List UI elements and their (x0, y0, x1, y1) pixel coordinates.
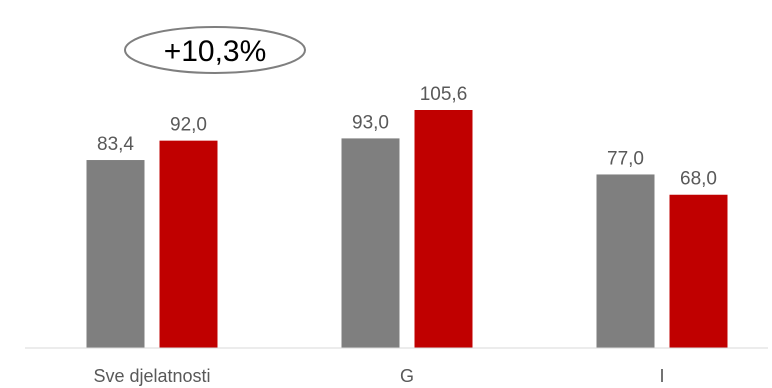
bar-0-1 (159, 140, 218, 348)
bar-2-0 (596, 174, 655, 348)
value-label-0-1: 92,0 (170, 115, 207, 136)
callout-ellipse (124, 26, 306, 74)
value-label-0-0: 83,4 (97, 134, 134, 155)
value-label-2-1: 68,0 (680, 169, 717, 190)
category-labels-group: Sve djelatnosti G I (93, 366, 664, 386)
callout-text: +10,3% (164, 35, 267, 68)
value-label-1-0: 93,0 (352, 112, 389, 133)
value-labels-group: 83,4 92,0 93,0 105,6 77,0 68,0 (97, 84, 717, 190)
category-label-1: G (400, 366, 414, 386)
bar-0-0 (86, 160, 145, 348)
bar-2-1 (669, 194, 728, 348)
bars-group (86, 110, 728, 348)
category-label-2: I (659, 366, 664, 386)
value-label-2-0: 77,0 (607, 148, 644, 169)
value-label-1-1: 105,6 (420, 84, 468, 105)
growth-callout: +10,3% (124, 26, 306, 74)
bar-1-0 (341, 138, 400, 348)
category-label-0: Sve djelatnosti (93, 366, 210, 386)
bar-1-1 (414, 110, 473, 348)
